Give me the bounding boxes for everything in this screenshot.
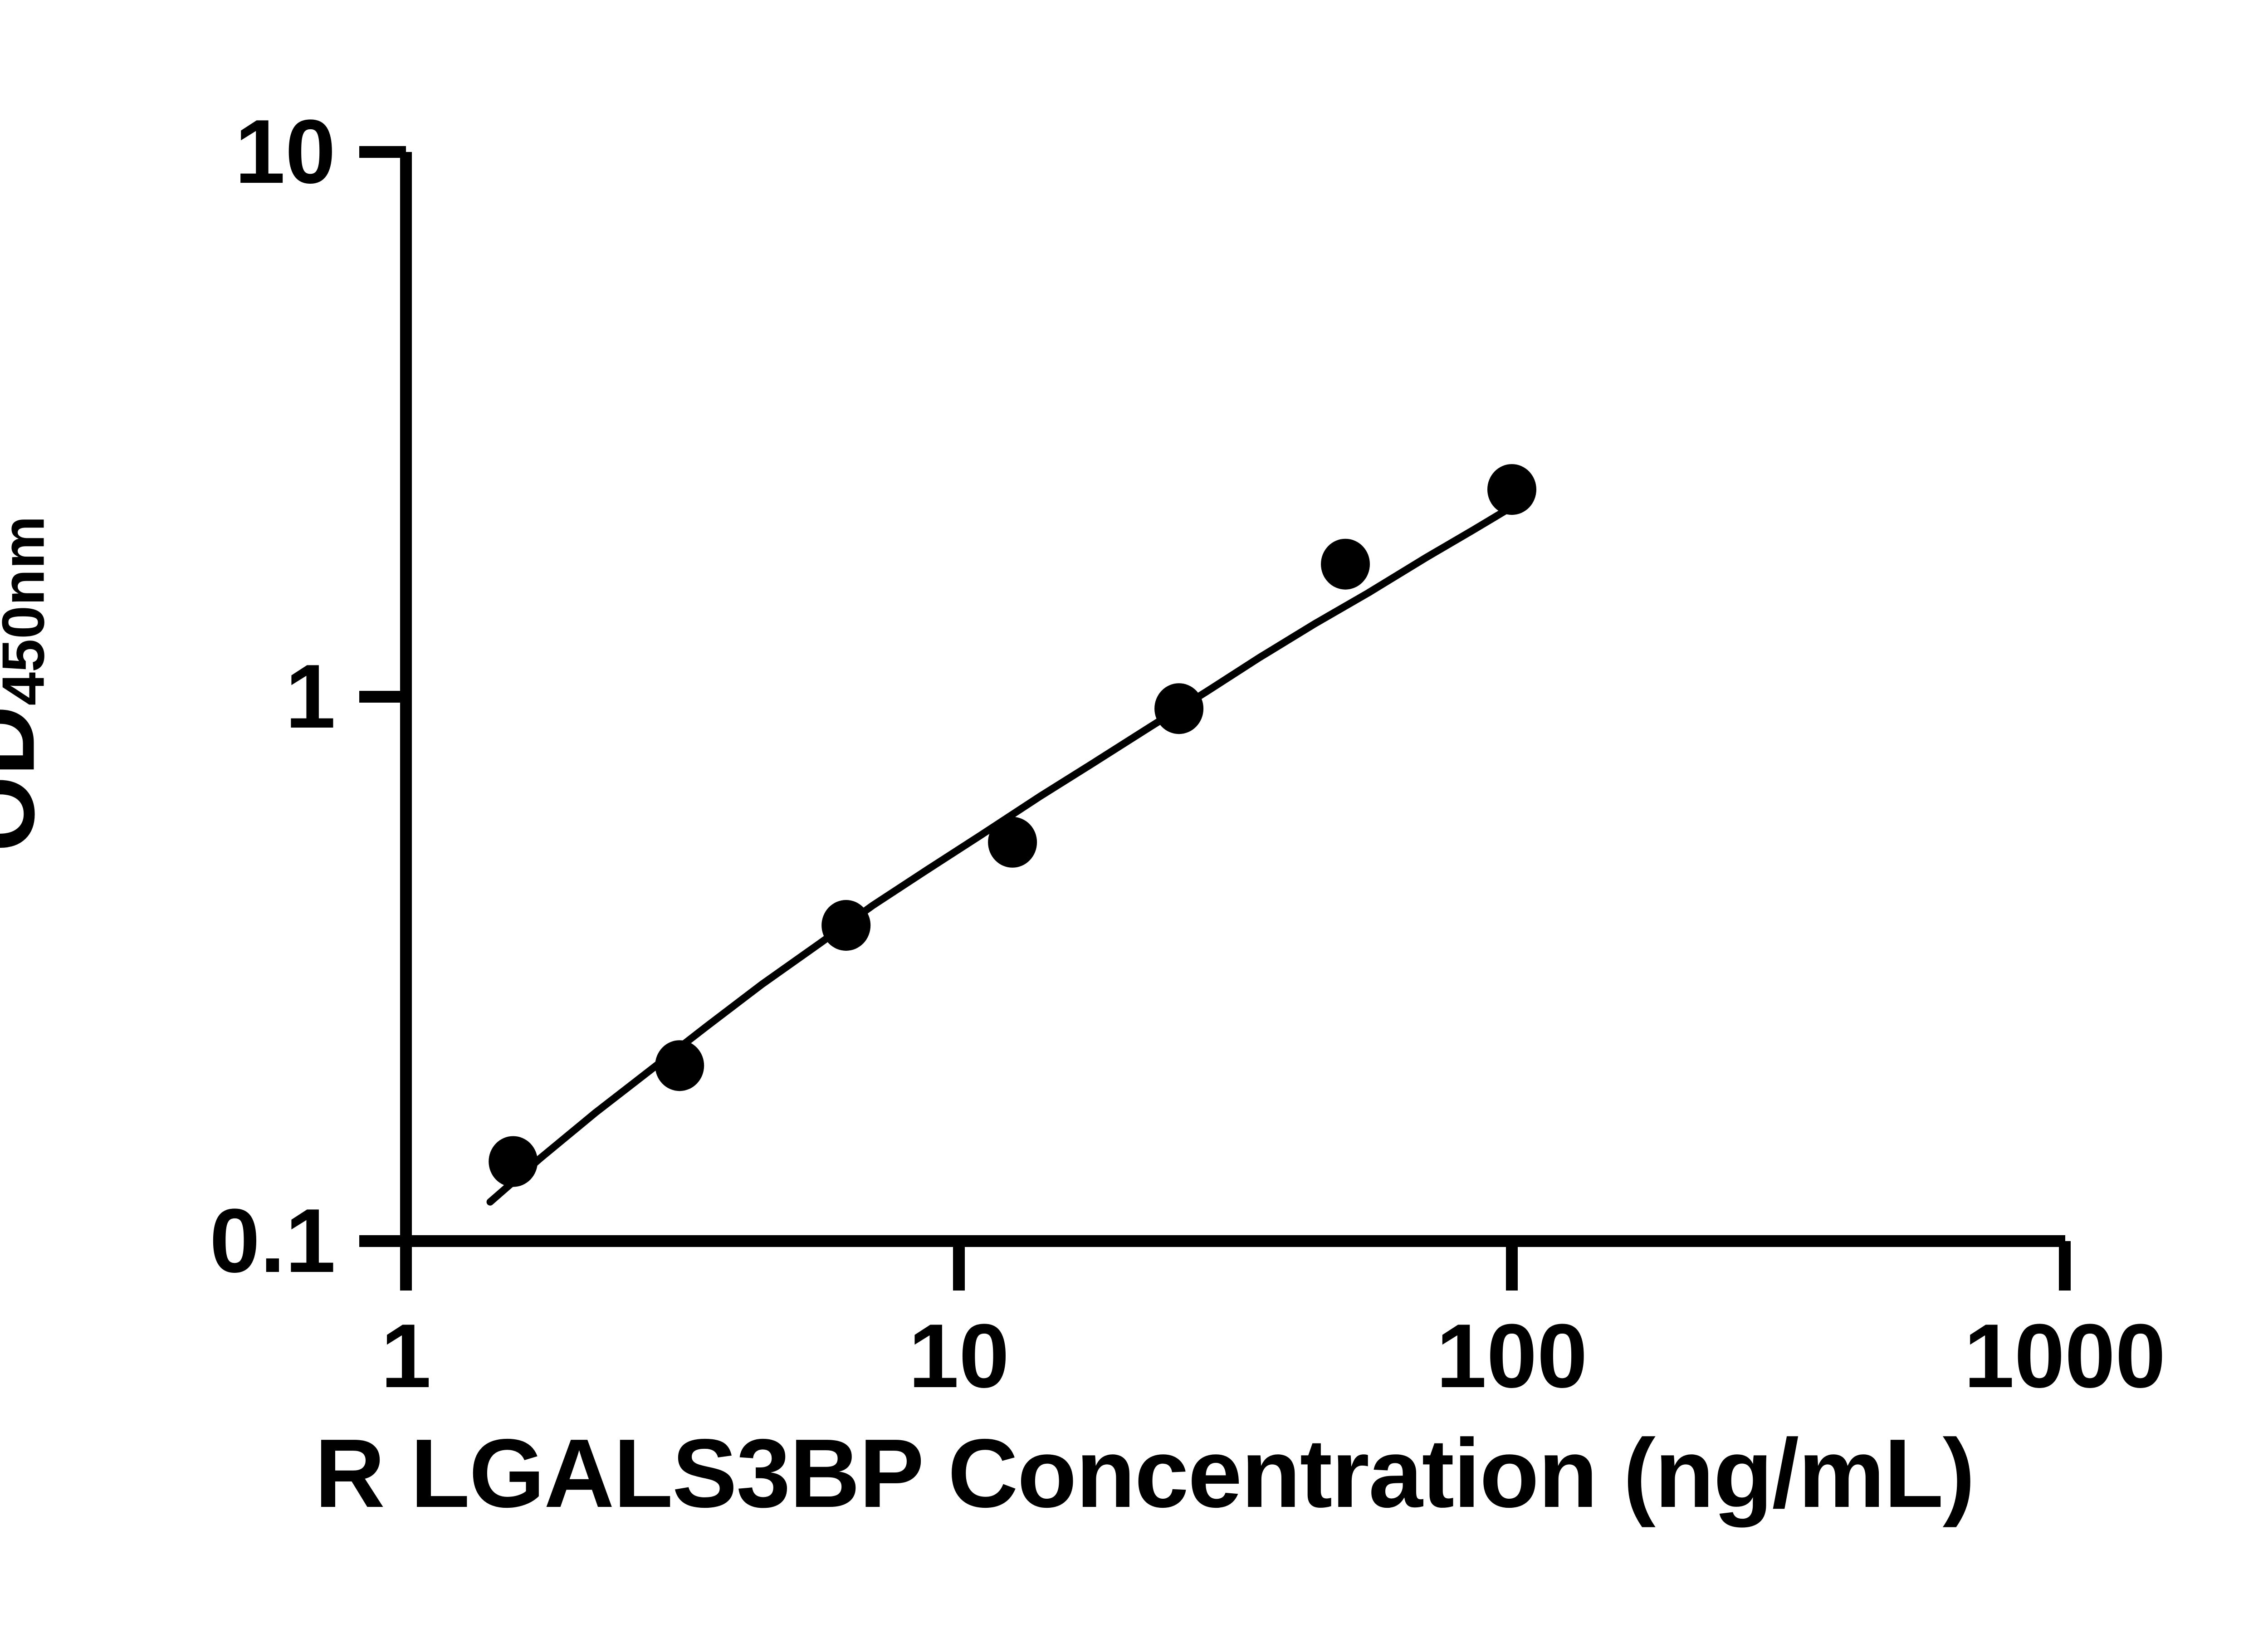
x-tick-label-1: 1 — [381, 1305, 431, 1407]
x-tick-label-1000: 1000 — [1964, 1305, 2166, 1407]
data-point — [489, 1136, 538, 1187]
y-axis-title-subscript: 450nm — [0, 516, 57, 706]
data-point — [1154, 683, 1204, 734]
y-axis-title: OD450nm — [0, 394, 57, 974]
x-axis-title: R LGALS3BP Concentration (ng/mL) — [314, 1418, 1975, 1528]
data-point — [1321, 538, 1370, 590]
data-point-group — [489, 464, 1536, 1187]
y-tick-label-10: 10 — [235, 101, 336, 202]
data-point — [655, 1040, 704, 1091]
x-tick-label-100: 100 — [1436, 1305, 1588, 1407]
x-tick-label-10: 10 — [908, 1305, 1010, 1407]
y-axis-title-main: OD — [0, 705, 55, 852]
y-tick-label-1: 1 — [285, 646, 336, 747]
data-point — [988, 816, 1037, 868]
data-point — [1487, 464, 1536, 515]
data-point — [821, 900, 871, 951]
y-tick-label-0-1: 0.1 — [209, 1190, 336, 1291]
